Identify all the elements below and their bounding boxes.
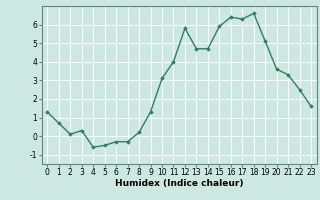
X-axis label: Humidex (Indice chaleur): Humidex (Indice chaleur) xyxy=(115,179,244,188)
